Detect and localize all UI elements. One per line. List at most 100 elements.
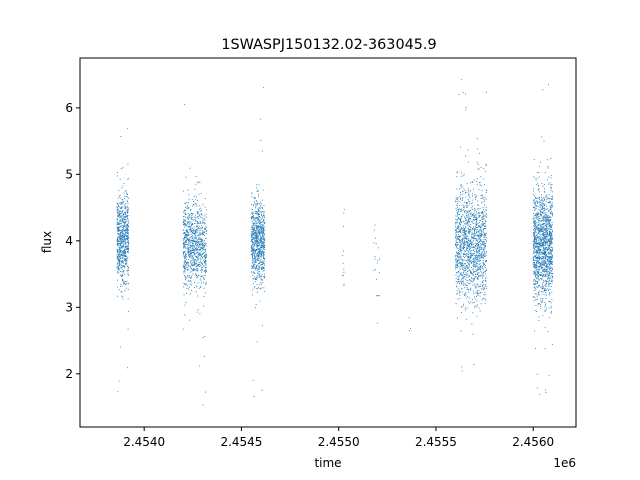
data-point [257, 226, 259, 228]
data-point [546, 243, 548, 244]
data-point [187, 235, 189, 236]
data-point [462, 247, 464, 249]
data-point [538, 253, 540, 255]
data-point [538, 172, 540, 174]
data-point [121, 220, 123, 222]
data-point [185, 241, 187, 243]
data-point [253, 254, 255, 256]
data-point [252, 233, 254, 235]
data-point [484, 248, 486, 250]
data-point [201, 227, 203, 229]
data-point [124, 196, 126, 198]
data-point [467, 270, 469, 272]
data-point [251, 267, 253, 269]
data-point [193, 233, 195, 234]
data-point [540, 278, 542, 280]
data-point [542, 223, 544, 225]
data-point [190, 283, 191, 285]
data-point [184, 270, 186, 272]
data-point [258, 195, 259, 197]
data-point [472, 226, 474, 228]
data-point [255, 250, 257, 252]
data-point [198, 217, 200, 219]
data-point [548, 211, 550, 212]
data-point [478, 224, 480, 226]
data-point [546, 264, 548, 265]
scatter-points [116, 79, 554, 406]
data-point [482, 211, 484, 213]
data-point [199, 257, 201, 259]
data-point [551, 224, 552, 226]
data-point [263, 239, 265, 241]
data-point [256, 226, 258, 228]
data-point [460, 254, 462, 256]
data-point [468, 230, 470, 232]
data-point [542, 271, 544, 273]
data-point [478, 293, 479, 295]
data-point [260, 277, 262, 279]
data-point [551, 262, 553, 264]
data-point [536, 256, 538, 258]
data-point [466, 220, 468, 222]
data-point [545, 283, 547, 284]
data-point [474, 261, 476, 263]
data-point [263, 247, 265, 249]
data-point [203, 252, 205, 254]
data-point [474, 209, 476, 211]
data-point [548, 283, 550, 285]
data-point [534, 221, 536, 223]
data-point [120, 241, 122, 242]
data-point [534, 225, 536, 227]
data-point [118, 271, 120, 273]
data-point [457, 247, 458, 249]
data-point [550, 259, 552, 261]
data-point [188, 259, 190, 261]
data-point [258, 248, 260, 250]
data-point [124, 250, 126, 252]
data-point [541, 291, 543, 293]
data-point [540, 245, 542, 247]
data-point [251, 265, 252, 267]
data-point [121, 203, 123, 205]
data-point [538, 188, 540, 190]
data-point [124, 249, 126, 251]
data-point [455, 228, 457, 230]
data-point [535, 229, 537, 231]
data-point [187, 247, 189, 249]
data-point [484, 204, 485, 206]
data-point [460, 146, 461, 148]
data-point [117, 204, 119, 206]
data-point [482, 214, 484, 216]
data-point [460, 244, 462, 246]
data-point [483, 250, 485, 252]
data-point [202, 253, 204, 255]
data-point [470, 224, 472, 226]
data-point [187, 269, 189, 271]
data-point [190, 226, 191, 228]
data-point [201, 268, 203, 270]
data-point [256, 226, 258, 228]
data-point [534, 259, 536, 261]
data-point [116, 248, 118, 250]
data-point [256, 187, 258, 189]
data-point [544, 251, 546, 253]
data-point [464, 207, 466, 209]
data-point [468, 241, 470, 243]
data-point [459, 229, 461, 231]
data-point [542, 242, 544, 244]
data-point [203, 247, 204, 249]
data-point [483, 257, 484, 259]
data-point [251, 294, 253, 296]
data-point [473, 292, 475, 294]
data-point [197, 246, 199, 248]
data-point [477, 269, 479, 270]
data-point [544, 239, 546, 241]
data-point [461, 221, 463, 223]
data-point [184, 251, 186, 252]
data-point [455, 232, 457, 234]
data-point [471, 254, 473, 256]
data-point [255, 242, 257, 243]
data-point [126, 230, 128, 232]
data-point [544, 276, 546, 278]
data-point [253, 271, 254, 273]
